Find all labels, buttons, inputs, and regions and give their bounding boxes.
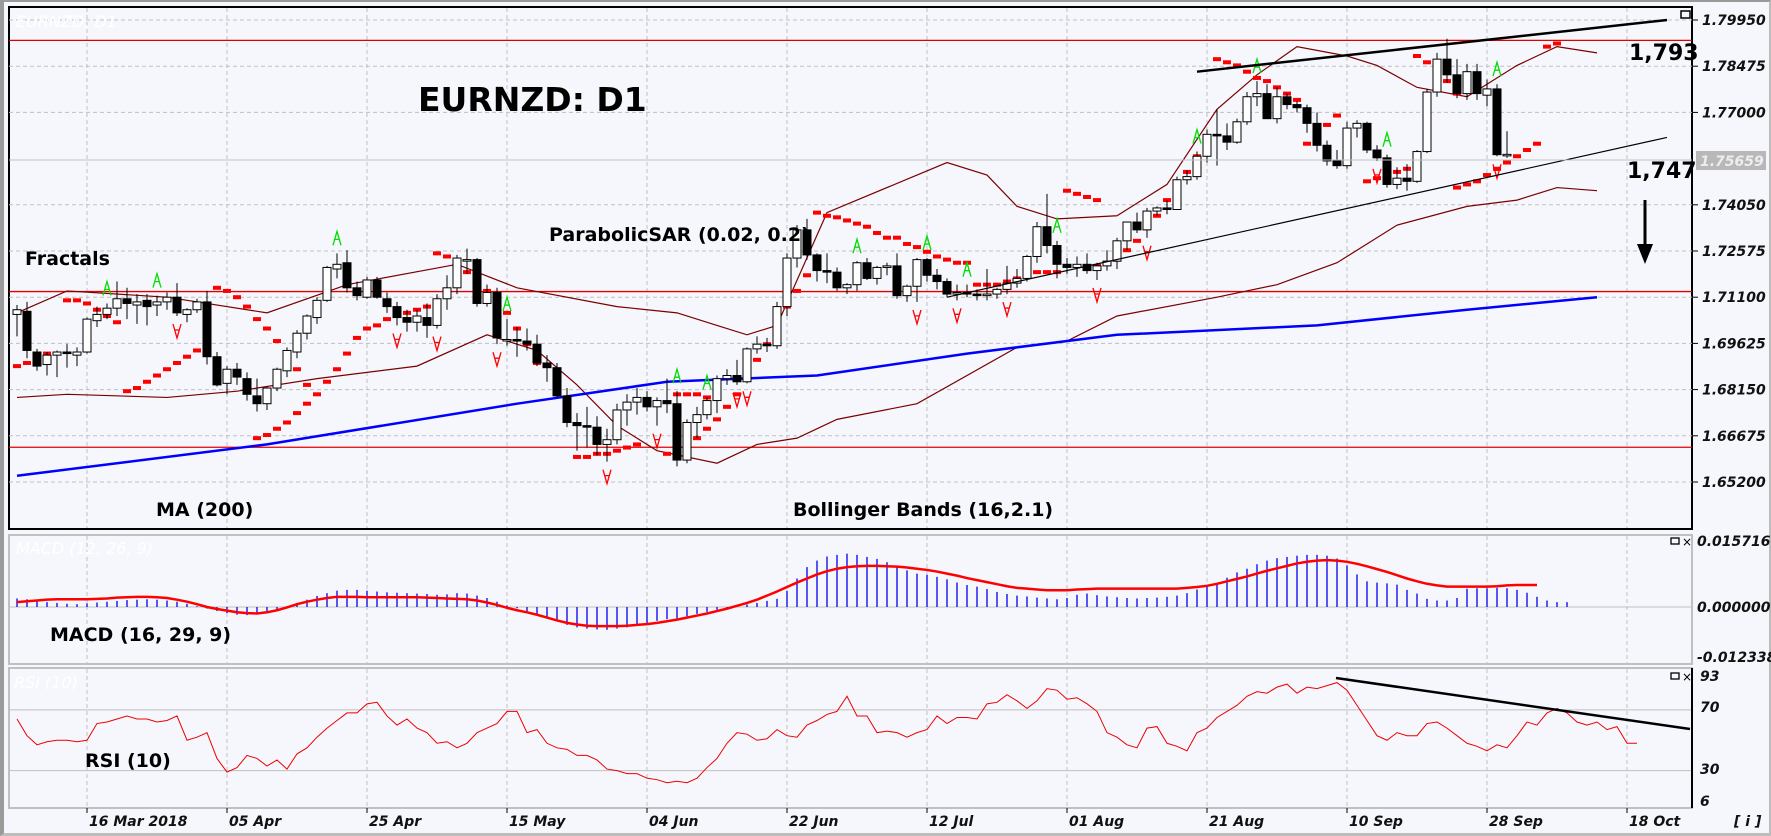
bollinger-bands — [16, 45, 1598, 464]
svg-text:1.72575: 1.72575 — [1702, 244, 1766, 260]
current-price-tag — [1696, 151, 1766, 170]
info-button[interactable]: [ i ] — [1733, 814, 1762, 830]
close-macd-button[interactable]: × — [1682, 535, 1692, 549]
svg-text:28 Sep: 28 Sep — [1489, 814, 1543, 830]
svg-text:12 Jul: 12 Jul — [929, 814, 974, 830]
macd-tick-bottom: -0.012338 — [1697, 650, 1771, 666]
chart-title: EURNZD: D1 — [418, 80, 647, 119]
svg-text:1.68150: 1.68150 — [1702, 383, 1766, 399]
fractals — [102, 56, 1502, 487]
svg-text:04 Jun: 04 Jun — [649, 814, 699, 830]
macd-label: MACD (16, 29, 9) — [50, 624, 231, 646]
rsi-series — [16, 676, 1691, 784]
close-rsi-button[interactable]: × — [1682, 670, 1692, 684]
horizontal-levels — [9, 39, 1692, 448]
date-axis: 16 Mar 2018 05 Apr 25 Apr 15 May 04 Jun 22 Ju… — [86, 808, 1682, 830]
svg-text:18 Oct: 18 Oct — [1629, 814, 1682, 830]
trendlines[interactable] — [946, 18, 1668, 298]
macd-ghost-label: MACD (12, 26, 9) — [16, 539, 153, 558]
svg-text:1.78475: 1.78475 — [1702, 59, 1766, 75]
svg-text:16 Mar 2018: 16 Mar 2018 — [89, 814, 188, 830]
resistance-label: 1,793 — [1629, 41, 1699, 66]
bollinger-label: Bollinger Bands (16,2.1) — [793, 499, 1053, 521]
down-arrow-icon — [1637, 200, 1653, 264]
svg-text:1.69625: 1.69625 — [1702, 336, 1766, 352]
maximize-main-button[interactable] — [1680, 10, 1691, 19]
maximize-rsi-button[interactable] — [1670, 672, 1680, 680]
svg-text:10 Sep: 10 Sep — [1349, 814, 1403, 830]
rsi-tick-93: 93 — [1700, 669, 1719, 685]
macd-tick-top: 0.015716 — [1697, 534, 1771, 550]
parabolic-sar-label: ParabolicSAR (0.02, 0.2) — [549, 224, 810, 246]
rsi-tick-70: 70 — [1700, 700, 1720, 716]
rsi-label: RSI (10) — [85, 750, 171, 772]
svg-text:21 Aug: 21 Aug — [1209, 814, 1264, 830]
svg-text:22 Jun: 22 Jun — [789, 814, 839, 830]
rsi-tick-6: 6 — [1700, 794, 1710, 810]
svg-text:05 Apr: 05 Apr — [229, 814, 282, 830]
support-label: 1,747 — [1627, 159, 1697, 184]
svg-text:1.66675: 1.66675 — [1702, 429, 1766, 445]
symbol-ghost-label: EURNZD, D1 — [16, 12, 117, 31]
svg-text:1.79950: 1.79950 — [1702, 13, 1766, 29]
fractals-label: Fractals — [25, 248, 110, 270]
rsi-panel[interactable] — [8, 667, 1693, 809]
maximize-macd-button[interactable] — [1670, 537, 1680, 545]
svg-text:15 May: 15 May — [509, 814, 566, 830]
ma200-line — [16, 295, 1598, 477]
svg-text:1.71100: 1.71100 — [1702, 290, 1766, 306]
ma-label: MA (200) — [156, 499, 253, 521]
svg-text:1.77000: 1.77000 — [1702, 105, 1766, 121]
current-price-label: 1.75659 — [1700, 154, 1764, 170]
svg-text:01 Aug: 01 Aug — [1069, 814, 1124, 830]
rsi-tick-30: 30 — [1700, 762, 1720, 778]
macd-panel[interactable] — [8, 534, 1693, 665]
candlesticks — [12, 38, 1512, 467]
rsi-ghost-label: RSI (10) — [14, 673, 78, 692]
macd-series — [16, 553, 1568, 630]
price-axis: 1.79950 1.78475 1.77000 1.74050 1.72575 1.711… — [1692, 13, 1766, 491]
svg-text:25 Apr: 25 Apr — [369, 814, 422, 830]
svg-text:1.74050: 1.74050 — [1702, 198, 1766, 214]
macd-tick-zero: 0.000000 — [1697, 600, 1771, 616]
svg-text:1.65200: 1.65200 — [1702, 475, 1766, 491]
